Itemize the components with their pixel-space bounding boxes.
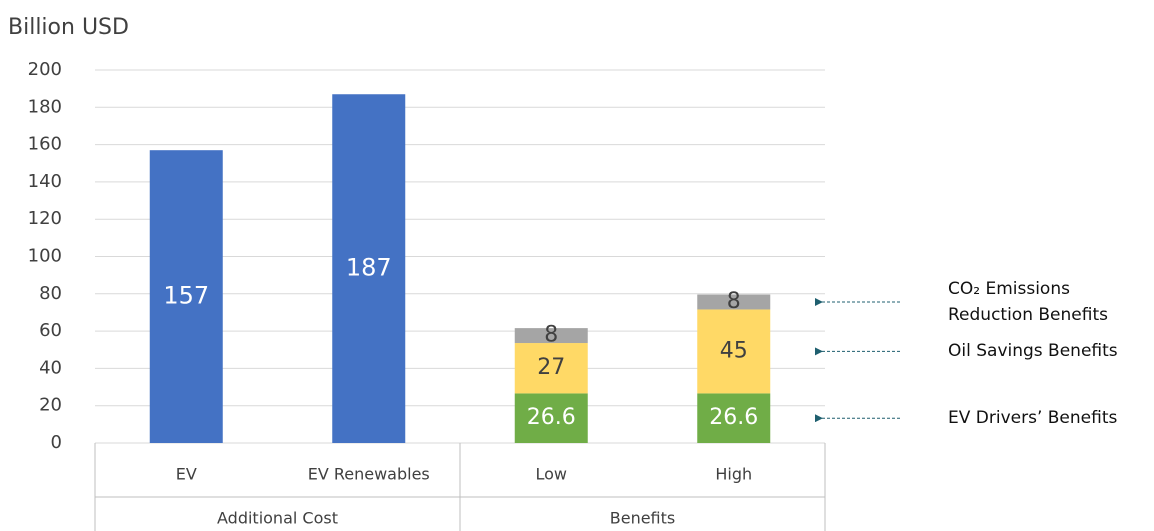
data-label: 157 <box>163 282 209 310</box>
bar-segment <box>514 328 588 344</box>
y-tick-label: 100 <box>28 246 62 267</box>
y-tick-label: 200 <box>28 59 62 80</box>
bar-segment <box>149 150 223 443</box>
legend-entry: Oil Savings Benefits <box>948 341 1118 362</box>
y-tick-label: 80 <box>39 283 62 304</box>
x-tick-label: High <box>715 465 752 484</box>
bar-segment <box>332 94 406 444</box>
data-label: 27 <box>537 355 565 380</box>
data-label: 187 <box>346 254 392 282</box>
group-label: Benefits <box>610 509 676 528</box>
y-tick-label: 180 <box>28 96 62 117</box>
y-tick-label: 40 <box>39 357 62 378</box>
data-label: 8 <box>727 289 741 314</box>
legend-entry: CO₂ Emissions Reduction Benefits <box>948 279 1108 325</box>
legend-entry: EV Drivers’ Benefits <box>948 408 1118 429</box>
bar-segment <box>697 294 771 310</box>
data-label: 8 <box>544 323 558 348</box>
y-tick-label: 140 <box>28 171 62 192</box>
y-tick-label: 120 <box>28 208 62 229</box>
y-tick-label: 20 <box>39 395 62 416</box>
x-tick-label: EV <box>176 465 197 484</box>
bar-segment <box>514 343 588 394</box>
data-label: 26.6 <box>527 405 576 430</box>
data-label: 45 <box>720 338 748 363</box>
y-tick-label: 0 <box>51 432 62 453</box>
data-label: 26.6 <box>709 405 758 430</box>
x-tick-label: EV Renewables <box>308 465 430 484</box>
x-tick-label: Low <box>535 465 567 484</box>
bar-segment <box>697 393 771 443</box>
bar-segment <box>697 309 771 394</box>
y-axis-title: Billion USD <box>8 15 129 40</box>
bar-segment <box>514 393 588 443</box>
y-tick-label: 160 <box>28 134 62 155</box>
group-label: Additional Cost <box>217 509 338 528</box>
y-tick-label: 60 <box>39 320 62 341</box>
